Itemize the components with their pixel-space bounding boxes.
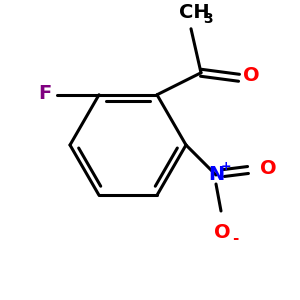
Text: N: N xyxy=(208,166,224,184)
Text: +: + xyxy=(221,160,231,172)
Text: 3: 3 xyxy=(203,12,213,26)
Text: -: - xyxy=(232,232,238,247)
Text: F: F xyxy=(38,84,52,103)
Text: O: O xyxy=(214,224,230,242)
Text: O: O xyxy=(260,160,276,178)
Text: CH: CH xyxy=(179,3,209,22)
Text: O: O xyxy=(243,66,259,85)
